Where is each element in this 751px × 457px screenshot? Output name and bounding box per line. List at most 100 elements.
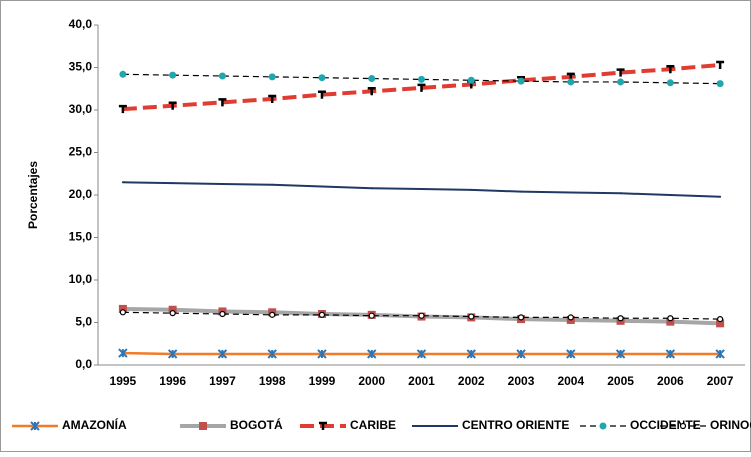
legend-label: CARIBE	[350, 418, 396, 432]
data-point	[470, 188, 473, 191]
y-tick-label: 10,0	[69, 272, 93, 286]
data-point	[169, 71, 177, 79]
y-tick-label: 5,0	[75, 315, 92, 329]
data-point	[119, 309, 126, 316]
data-point	[320, 185, 323, 188]
legend-label: OCCIDENTE	[630, 418, 701, 432]
x-tick-label: 2003	[508, 374, 535, 388]
data-point	[467, 76, 475, 84]
data-point	[217, 349, 228, 359]
data-point	[318, 74, 326, 82]
legend-label: AMAZONÍA	[62, 417, 127, 432]
legend-label: BOGOTÁ	[230, 417, 283, 432]
data-point	[666, 79, 674, 87]
data-point	[567, 78, 575, 86]
legend-label: ORINOQUÍA	[710, 417, 751, 432]
data-point	[268, 94, 277, 103]
data-point	[218, 72, 226, 80]
data-point	[417, 83, 426, 92]
data-point	[617, 315, 624, 322]
data-point	[665, 349, 676, 359]
legend-marker	[599, 422, 607, 430]
data-point	[517, 314, 525, 321]
data-point	[516, 349, 526, 359]
data-point	[218, 98, 227, 107]
data-point	[669, 194, 672, 196]
x-tick-label: 2000	[358, 374, 385, 388]
data-point	[468, 313, 475, 320]
y-tick-label: 40,0	[69, 17, 93, 31]
data-point	[717, 316, 724, 323]
x-tick-label: 1997	[209, 374, 236, 388]
x-tick-label: 1996	[159, 374, 186, 388]
data-point	[416, 349, 427, 359]
data-point	[667, 315, 674, 322]
data-point	[119, 70, 127, 78]
legend-marker	[319, 421, 327, 430]
data-point	[566, 349, 576, 359]
data-point	[619, 192, 622, 195]
data-point	[118, 304, 127, 313]
data-point	[267, 349, 277, 359]
data-point	[317, 349, 327, 359]
data-point	[418, 75, 425, 83]
data-point	[616, 68, 625, 77]
data-point	[168, 101, 177, 110]
data-point	[368, 312, 375, 319]
data-point	[269, 311, 276, 318]
data-point	[716, 80, 724, 88]
data-point	[418, 312, 425, 319]
x-tick-label: 2004	[557, 374, 584, 388]
x-tick-label: 1995	[110, 374, 137, 388]
data-point	[169, 310, 176, 317]
y-tick-label: 0,0	[75, 357, 92, 371]
data-point	[221, 182, 224, 185]
x-tick-label: 2001	[408, 374, 435, 388]
x-tick-label: 1998	[259, 374, 286, 388]
data-point	[370, 187, 373, 190]
data-point	[567, 314, 574, 321]
legend-marker	[679, 422, 687, 430]
data-point	[716, 60, 725, 69]
data-point	[318, 311, 326, 318]
data-point	[168, 305, 177, 314]
data-point	[420, 188, 423, 191]
data-point	[367, 87, 376, 96]
x-tick-label: 2002	[458, 374, 485, 388]
x-tick-label: 2006	[657, 374, 684, 388]
data-point	[121, 181, 124, 184]
data-point	[167, 349, 178, 359]
y-tick-label: 15,0	[69, 230, 93, 244]
data-point	[666, 317, 675, 326]
data-point	[617, 78, 625, 86]
data-point	[118, 348, 128, 358]
y-tick-label: 35,0	[69, 60, 93, 74]
y-tick-label: 25,0	[69, 145, 93, 159]
data-point	[520, 190, 523, 193]
data-point	[268, 73, 276, 81]
y-tick-label: 20,0	[69, 187, 93, 201]
x-tick-label: 1999	[309, 374, 336, 388]
legend-marker	[199, 422, 207, 430]
data-point	[716, 319, 725, 328]
y-tick-label: 30,0	[69, 102, 93, 116]
data-point	[317, 90, 326, 99]
data-point	[171, 182, 174, 185]
data-point	[219, 310, 226, 318]
x-tick-label: 2005	[607, 374, 634, 388]
data-point	[517, 77, 525, 85]
data-point	[719, 195, 722, 198]
data-point	[368, 75, 376, 83]
legend-label: CENTRO ORIENTE	[462, 418, 569, 432]
data-point	[666, 64, 675, 74]
data-point	[569, 191, 572, 194]
y-axis-label: Porcentajes	[26, 161, 40, 229]
data-point	[715, 349, 725, 359]
legend-marker	[30, 421, 40, 431]
data-point	[271, 183, 274, 186]
x-tick-label: 2007	[707, 374, 734, 388]
data-point	[615, 349, 626, 359]
data-point	[118, 104, 127, 114]
data-point	[367, 349, 377, 359]
